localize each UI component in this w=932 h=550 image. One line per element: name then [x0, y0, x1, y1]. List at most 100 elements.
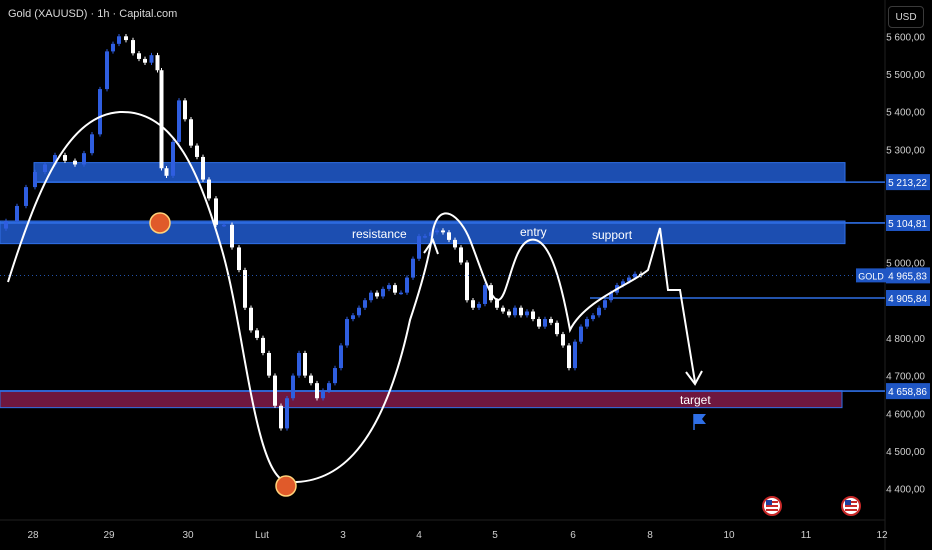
candle-body	[285, 398, 289, 429]
flag-stripe	[766, 505, 778, 507]
currency-button[interactable]: USD	[888, 6, 924, 28]
candle-body	[333, 368, 337, 384]
candle-body	[222, 224, 226, 227]
candle-body	[495, 300, 499, 308]
annotation-target: target	[680, 393, 711, 407]
candle-body	[279, 405, 283, 429]
candle-body	[291, 375, 295, 399]
y-tick-label: 4 800,00	[886, 334, 925, 345]
candle-body	[53, 155, 57, 165]
marker-circle	[275, 475, 297, 497]
y-tick-label: 5 000,00	[886, 259, 925, 270]
y-tick-label: 5 600,00	[886, 32, 925, 43]
candle-body	[297, 352, 301, 376]
candle-body	[33, 172, 37, 188]
candle-body	[90, 134, 94, 154]
candle-body	[111, 43, 115, 52]
candle-body	[453, 239, 457, 248]
candle-body	[177, 100, 181, 142]
flag-stripe	[845, 509, 857, 511]
candle-body	[465, 262, 469, 301]
candle-body	[549, 319, 553, 323]
candle-body	[579, 326, 583, 342]
annotation-support: support	[592, 228, 633, 242]
candle-body	[471, 300, 475, 308]
candle-body	[507, 311, 511, 316]
candle-body	[339, 345, 343, 369]
x-tick-label: 10	[723, 530, 735, 541]
candle-body	[393, 285, 397, 293]
candle-body	[603, 300, 607, 308]
candle-body	[435, 230, 439, 233]
candle-body	[237, 247, 241, 271]
candle-body	[321, 390, 325, 399]
candle-body	[633, 273, 637, 278]
x-tick-label: 30	[182, 530, 194, 541]
candle-body	[363, 300, 367, 308]
candle-body	[255, 330, 259, 338]
x-tick-label: 29	[103, 530, 115, 541]
candle-body	[345, 319, 349, 346]
candle-body	[117, 36, 121, 44]
candle-body	[149, 55, 154, 63]
sketch-curve	[7, 110, 696, 484]
level-price-tag	[886, 174, 930, 191]
level-price-label: 5 213,22	[888, 178, 927, 189]
sketch-arrowhead	[685, 370, 703, 386]
y-tick-label: 5 500,00	[886, 70, 925, 81]
level-price-tag	[886, 214, 930, 231]
x-tick-label: 11	[801, 530, 812, 541]
y-tick-label: 4 500,00	[886, 447, 925, 458]
candle-body	[273, 375, 277, 406]
candle-body	[555, 322, 559, 335]
candle-body	[195, 145, 199, 157]
candle-body	[543, 319, 547, 327]
annotation-resistance: resistance	[352, 227, 407, 241]
candle-body	[137, 53, 141, 59]
candle-body	[189, 119, 193, 146]
candle-body	[43, 164, 47, 173]
candle-body	[423, 236, 427, 238]
candle-body	[267, 352, 271, 376]
candle-body	[243, 270, 247, 308]
candle-body	[609, 292, 613, 301]
candle-body	[501, 307, 505, 312]
y-tick-label: 4 600,00	[886, 409, 925, 420]
symbol-tag	[856, 268, 886, 283]
candle-body	[585, 319, 589, 327]
y-tick-label: 4 700,00	[886, 372, 925, 383]
candle-body	[357, 307, 361, 316]
zone-resistance	[34, 162, 845, 183]
candle-body	[124, 36, 128, 41]
candle-body	[315, 383, 319, 399]
zone-support	[0, 221, 845, 244]
candle-body	[171, 141, 175, 176]
candle-body	[4, 221, 8, 229]
candle-body	[143, 58, 147, 63]
candle-body	[155, 55, 160, 71]
x-tick-label: 4	[416, 530, 422, 541]
candle-body	[230, 224, 234, 248]
candle-body	[597, 307, 601, 316]
candle-body	[411, 258, 415, 278]
candle-body	[441, 230, 445, 233]
flag-stripe	[766, 509, 778, 511]
candle-body	[627, 277, 631, 282]
candle-body	[159, 70, 164, 169]
candle-body	[447, 232, 451, 240]
candle-body	[303, 352, 307, 376]
candle-body	[207, 179, 211, 199]
candle-body	[201, 156, 205, 180]
candle-body	[63, 155, 67, 161]
candle-body	[417, 236, 421, 259]
candle-body	[513, 307, 517, 316]
level-price-label: 4 905,84	[888, 294, 927, 305]
y-tick-label: 5 400,00	[886, 108, 925, 119]
marker-circle	[149, 212, 171, 234]
candle-body	[531, 311, 535, 320]
candle-body	[214, 198, 218, 225]
candle-body	[369, 292, 373, 301]
candle-body	[483, 285, 487, 304]
candle-body	[98, 89, 102, 135]
